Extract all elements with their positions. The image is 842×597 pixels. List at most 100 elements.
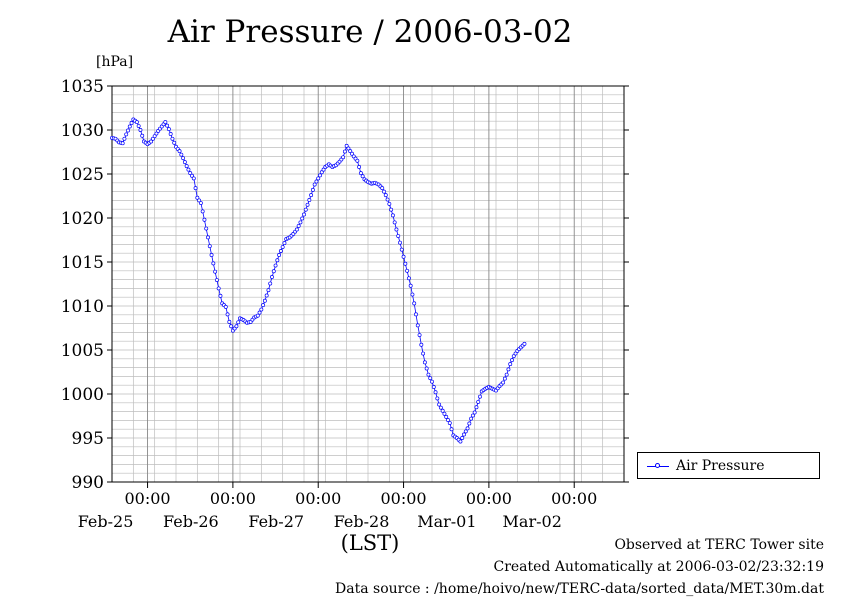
air-pressure-point <box>193 186 198 191</box>
air-pressure-point <box>380 186 385 191</box>
air-pressure-point <box>341 155 346 160</box>
x-tick-date-label: Mar-02 <box>503 512 562 531</box>
air-pressure-point <box>428 376 433 381</box>
air-pressure-point <box>462 432 466 437</box>
air-pressure-point <box>382 189 386 194</box>
air-pressure-point <box>506 367 511 372</box>
air-pressure-point <box>270 275 274 279</box>
air-pressure-point <box>408 283 413 288</box>
y-tick-label: 1035 <box>61 77 104 97</box>
air-pressure-point <box>165 123 170 128</box>
air-pressure-point <box>410 292 415 297</box>
air-pressure-point <box>202 217 207 222</box>
air-pressure-point <box>383 193 388 198</box>
air-pressure-point <box>467 421 472 426</box>
air-pressure-point <box>138 128 143 132</box>
air-pressure-point <box>447 421 452 425</box>
air-pressure-point <box>502 376 507 381</box>
x-tick-date-label: Feb-26 <box>163 512 219 531</box>
air-pressure-point <box>426 372 431 377</box>
air-pressure-point <box>234 324 239 329</box>
air-pressure-point <box>430 379 434 384</box>
air-pressure-point <box>204 226 209 231</box>
air-pressure-point <box>469 416 474 421</box>
legend: Air Pressure <box>637 452 820 479</box>
observed-note: Observed at TERC Tower site <box>614 537 824 553</box>
air-pressure-point <box>214 278 219 282</box>
air-pressure-point <box>431 385 436 389</box>
x-tick-time-label: 00:00 <box>466 489 512 508</box>
air-pressure-point <box>278 249 283 253</box>
y-unit-label: [hPa] <box>96 54 134 70</box>
air-pressure-point <box>262 298 267 303</box>
air-pressure-point <box>460 436 465 440</box>
air-pressure-point <box>261 303 266 308</box>
air-pressure-point <box>419 342 424 347</box>
air-pressure-point <box>227 319 232 324</box>
air-pressure-point <box>346 146 351 151</box>
air-pressure-point <box>136 124 141 128</box>
x-tick-time-label: 00:00 <box>210 489 256 508</box>
air-pressure-point <box>280 245 285 249</box>
y-tick-label: 1005 <box>61 341 104 361</box>
air-pressure-point <box>342 149 347 154</box>
air-pressure-point <box>236 320 241 325</box>
air-pressure-point <box>510 358 514 363</box>
air-pressure-point <box>200 209 205 214</box>
air-pressure-point <box>122 136 127 141</box>
y-tick-label: 1000 <box>61 385 104 405</box>
air-pressure-point <box>444 414 449 419</box>
air-pressure-point <box>463 429 468 434</box>
air-pressure-point <box>211 261 216 266</box>
air-pressure-point <box>472 410 477 415</box>
air-pressure-point <box>182 160 187 165</box>
air-pressure-point <box>264 293 269 298</box>
air-pressure-point <box>149 139 154 144</box>
air-pressure-point <box>318 173 322 178</box>
air-pressure-point <box>129 121 134 125</box>
air-pressure-point <box>268 281 273 286</box>
air-pressure-point <box>124 132 129 137</box>
air-pressure-point <box>188 171 193 176</box>
air-pressure-point <box>170 136 175 141</box>
air-pressure-point <box>392 220 397 225</box>
air-pressure-point <box>390 213 395 218</box>
air-pressure-point <box>414 312 418 317</box>
y-tick-label: 995 <box>72 429 104 449</box>
air-pressure-point <box>401 254 406 259</box>
air-pressure-point <box>389 207 394 212</box>
air-pressure-point <box>442 411 447 416</box>
air-pressure-point <box>405 268 410 273</box>
air-pressure-point <box>206 235 210 240</box>
air-pressure-point <box>152 134 157 139</box>
y-tick-label: 1025 <box>61 165 104 185</box>
x-tick-date-label: Feb-25 <box>78 512 134 531</box>
air-pressure-point <box>298 220 303 225</box>
air-pressure-point <box>197 198 202 203</box>
air-pressure-point <box>177 149 182 154</box>
air-pressure-point <box>350 151 354 156</box>
air-pressure-point <box>513 351 518 356</box>
air-pressure-point <box>319 170 324 175</box>
air-pressure-point <box>273 263 278 268</box>
air-pressure-point <box>321 167 326 172</box>
y-tick-label: 1010 <box>61 297 104 317</box>
air-pressure-point <box>229 324 234 329</box>
air-pressure-point <box>358 171 363 176</box>
air-pressure-point <box>303 207 308 212</box>
air-pressure-point <box>316 176 321 181</box>
y-tick-label: 990 <box>72 473 104 493</box>
air-pressure-point <box>282 241 287 246</box>
air-pressure-point <box>470 413 475 418</box>
air-pressure-point <box>446 418 450 422</box>
x-tick-date-label: Feb-27 <box>248 512 304 531</box>
y-tick-label: 1020 <box>61 209 104 229</box>
air-pressure-point <box>127 124 132 129</box>
air-pressure-point <box>511 354 516 359</box>
air-pressure-point <box>209 253 214 257</box>
air-pressure-point <box>394 227 399 232</box>
air-pressure-point <box>478 394 482 399</box>
air-pressure-point <box>476 399 481 404</box>
air-pressure-point <box>296 223 301 228</box>
air-pressure-point <box>440 408 445 413</box>
